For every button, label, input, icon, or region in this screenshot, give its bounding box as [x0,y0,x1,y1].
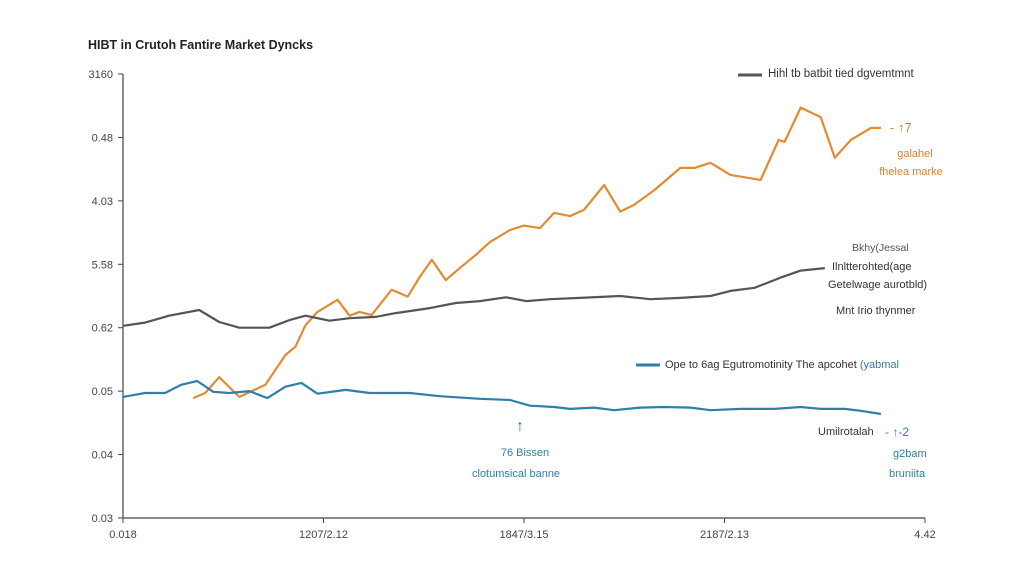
series-lines [122,106,882,416]
gray-end-label-1: Bkhy(Jessal [852,242,909,254]
legend-label-blue-suffix: (yabmal [859,359,899,371]
orange-end-marker: - ↑7 [890,120,912,135]
blue-end-marker: - ↑-2 [885,425,909,439]
y-tick-label: 0.05 [92,386,113,398]
orange-end-label-2: fhelea marke [879,166,943,178]
x-tick-label: 1847/3.15 [500,529,549,541]
chart-title: HIBT in Crutoh Fantire Market Dyncks [88,38,314,52]
y-tick-label: 0.03 [92,513,113,525]
y-tick-label: 5.58 [92,259,113,271]
x-tick-label: 4.42 [914,529,935,541]
y-tick-label: 4.03 [92,196,113,208]
blue-end-label-1: g2bam [893,448,927,460]
legend-label-blue: Ope to 6ag Egutromotinity The apcohet (y… [665,359,899,371]
y-tick-label: 0.62 [92,323,113,335]
gray-end-label-3: Getelwage aurotbld) [828,279,928,291]
x-tick-label: 0.018 [109,529,137,541]
blue-end-label-2: bruniita [889,468,926,480]
legend-label-gray: Hihl tb batbit tied dgvemtmnt [768,68,914,80]
gray-end-label-2: Ilnltterohted(age [832,261,912,273]
series-line-hihl [122,267,825,329]
orange-end-label-1: galahel [897,148,933,160]
legend-label-blue-text: Ope to 6ag Egutromotinity The apcohet [665,359,857,371]
up-arrow-icon: ↑ [516,418,524,435]
x-tick-label: 1207/2.12 [299,529,348,541]
y-tick-label: 0.48 [92,132,113,144]
blue-mid-label-2: clotumsical banne [472,468,561,480]
axes: 0.03 0.04 0.05 0.62 5.58 4.03 0.48 3160 0.018 120… [89,69,936,541]
series-line-orange [192,106,881,400]
x-tick-label: 2187/2.13 [700,529,749,541]
blue-mid-label-1: 76 Bissen [500,447,550,459]
gray-end-label-4: Mnt Irio thynmer [836,305,916,317]
blue-end-label: Umilrotalah [818,426,874,438]
y-tick-label: 3160 [89,69,113,81]
y-tick-label: 0.04 [92,450,113,462]
series-line-ope [122,379,882,416]
